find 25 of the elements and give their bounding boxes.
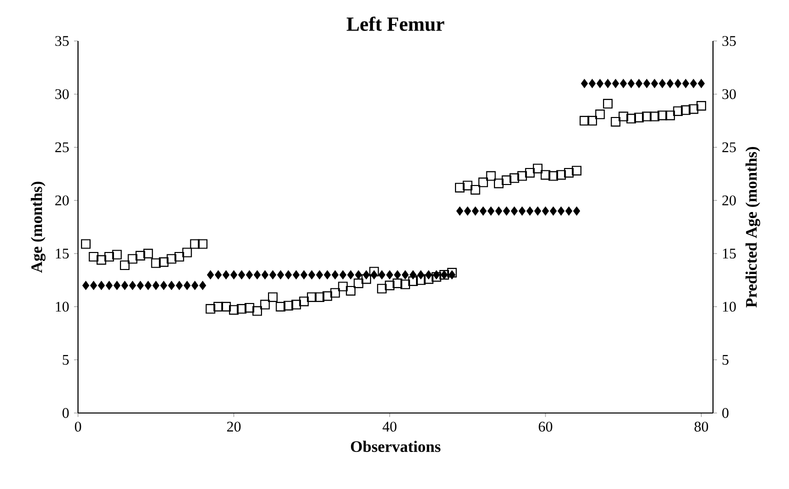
y-tick-label: 15: [56, 248, 69, 258]
y-tick-label: 5: [62, 354, 69, 365]
y-tick-label: 0: [62, 408, 69, 418]
x-tick-label: 60: [538, 422, 552, 432]
y2-tick-label: 5: [722, 354, 728, 365]
x-tick-label: 0: [74, 422, 82, 432]
chart-title: Left Femur: [346, 16, 444, 31]
x-tick-label: 80: [694, 422, 708, 432]
y2-axis-title: Predicted Age (months): [746, 146, 760, 308]
y-tick-label: 10: [56, 302, 69, 312]
y2-tick-label: 0: [722, 408, 728, 418]
y-tick-label: 25: [55, 142, 69, 152]
x-tick-label: 20: [227, 422, 241, 432]
y2-tick-label: 25: [722, 142, 736, 152]
y-tick-label: 30: [55, 89, 69, 100]
x-tick-label: 40: [382, 422, 396, 432]
y-tick-label: 35: [55, 36, 69, 46]
y-axis-title: Age (months): [30, 182, 46, 273]
y2-tick-label: 35: [722, 36, 736, 46]
x-axis-title: Observations: [350, 440, 440, 452]
y2-tick-label: 15: [723, 248, 736, 258]
y2-tick-label: 20: [722, 195, 736, 206]
y2-tick-label: 30: [722, 89, 736, 100]
y2-tick-label: 10: [723, 302, 736, 312]
y-tick-label: 20: [55, 195, 69, 206]
